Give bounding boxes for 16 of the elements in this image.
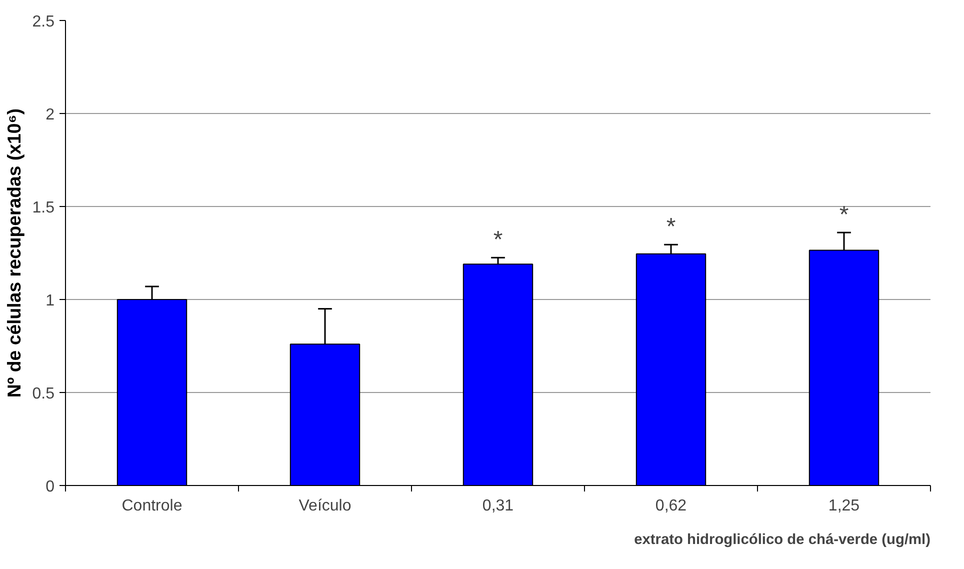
x-tick-label: Controle	[122, 498, 182, 514]
x-axis-title: extrato hidroglicólico de chá-verde (ug/ml)	[634, 532, 931, 548]
annotation: *	[839, 202, 849, 229]
y-tick-label: 1.5	[32, 200, 55, 216]
y-tick-label: 1	[46, 292, 55, 310]
y-tick-label: 2.5	[32, 14, 55, 30]
x-tick-label: Veículo	[298, 498, 352, 514]
annotation: *	[666, 214, 676, 241]
y-tick-label: 0.5	[32, 386, 55, 402]
x-tick-label: 0,62	[655, 498, 687, 514]
y-tick-label: 0	[46, 478, 55, 496]
x-tick-label: 1,25	[828, 498, 860, 514]
y-axis-title: Nº de células recuperadas (x10⁶)	[3, 108, 24, 398]
x-tick-label: 0,31	[482, 498, 514, 514]
y-tick-label: 2	[46, 106, 55, 124]
annotation: *	[493, 226, 503, 254]
